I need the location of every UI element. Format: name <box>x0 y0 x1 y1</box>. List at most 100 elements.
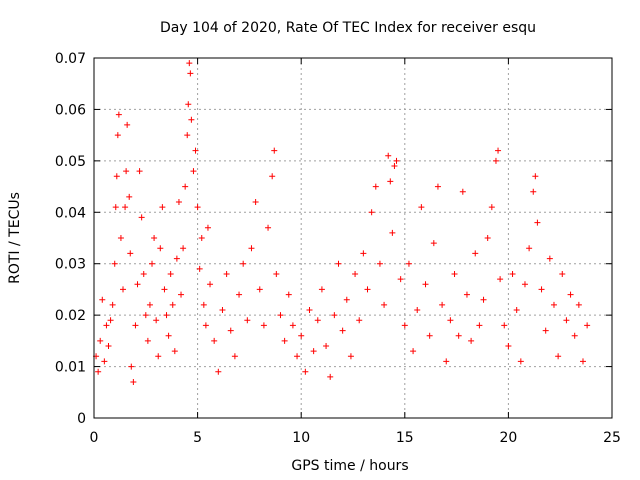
data-point <box>501 322 508 329</box>
data-point <box>563 317 570 324</box>
data-point <box>236 291 243 298</box>
data-point <box>173 255 180 262</box>
data-point <box>184 132 191 139</box>
data-point <box>294 353 301 360</box>
x-tick-label: 15 <box>396 430 414 446</box>
data-point <box>550 301 557 308</box>
x-axis-label: GPS time / hours <box>291 458 408 474</box>
data-point <box>190 168 197 175</box>
y-tick-label: 0.06 <box>55 102 86 118</box>
data-point <box>126 193 133 200</box>
data-point <box>223 271 230 277</box>
data-point <box>194 204 201 211</box>
data-point <box>256 286 263 293</box>
data-point <box>430 240 437 247</box>
data-point <box>105 343 112 349</box>
data-point <box>526 245 533 252</box>
data-point <box>497 276 504 283</box>
data-point <box>175 199 182 205</box>
data-point <box>113 173 120 180</box>
data-point <box>584 322 591 329</box>
y-tick-label: 0.05 <box>55 154 86 170</box>
data-point <box>155 353 162 360</box>
data-point <box>530 188 537 195</box>
data-point <box>192 147 199 154</box>
data-point <box>484 235 491 241</box>
data-point <box>327 373 334 380</box>
data-point <box>314 317 321 324</box>
data-point <box>555 353 562 360</box>
data-point <box>521 281 528 288</box>
data-point <box>107 317 114 324</box>
data-point <box>302 368 309 375</box>
data-point <box>200 301 207 308</box>
data-point <box>381 301 388 308</box>
data-point <box>505 343 512 349</box>
data-point <box>101 358 108 365</box>
data-point <box>185 101 192 108</box>
y-tick-label: 0.01 <box>55 360 86 376</box>
data-point <box>153 317 160 324</box>
data-point <box>171 348 178 355</box>
y-axis-label: ROTI / TECUs <box>7 192 23 284</box>
data-point <box>318 286 325 293</box>
data-point <box>165 332 172 339</box>
data-point <box>364 286 371 293</box>
data-point <box>215 368 222 375</box>
data-point <box>546 255 553 262</box>
data-point <box>111 260 118 267</box>
y-tick-label: 0.07 <box>55 51 86 67</box>
data-point <box>265 224 272 231</box>
data-point <box>127 250 134 257</box>
data-point <box>356 317 363 324</box>
data-point <box>97 337 104 344</box>
data-point <box>167 271 174 277</box>
data-point <box>117 235 124 241</box>
data-point <box>306 307 313 313</box>
y-axis-ticks: 0 0.01 0.02 0.03 0.04 0.05 0.06 0.07 <box>55 51 612 427</box>
data-point <box>271 147 278 154</box>
data-point <box>310 348 317 355</box>
y-tick-label: 0.02 <box>55 308 86 324</box>
data-point <box>128 363 135 370</box>
data-point <box>397 276 404 283</box>
data-point <box>298 332 305 339</box>
data-point <box>372 183 379 190</box>
data-point <box>138 214 145 221</box>
data-point <box>178 291 185 298</box>
x-tick-label: 25 <box>603 430 621 446</box>
data-point <box>468 337 475 344</box>
data-point <box>240 260 247 267</box>
data-point <box>410 348 417 355</box>
data-point <box>414 307 421 313</box>
data-point <box>103 322 110 329</box>
x-tick-label: 5 <box>193 430 202 446</box>
x-axis-ticks: 0 5 10 15 20 25 <box>90 58 621 446</box>
data-point <box>273 271 280 277</box>
data-point <box>211 337 218 344</box>
data-point <box>227 327 234 334</box>
data-point <box>401 322 408 329</box>
data-point <box>277 312 284 319</box>
data-point <box>202 322 209 329</box>
data-point <box>347 353 354 360</box>
x-tick-label: 20 <box>499 430 517 446</box>
plot-frame <box>93 57 613 419</box>
data-point <box>134 281 141 288</box>
data-point <box>99 296 106 303</box>
data-point <box>252 199 259 205</box>
data-point <box>289 322 296 329</box>
data-point <box>391 163 398 169</box>
data-point <box>159 204 166 211</box>
data-point <box>480 296 487 303</box>
data-point <box>180 245 187 252</box>
data-point <box>532 173 539 180</box>
data-point <box>122 204 129 211</box>
data-point <box>335 260 342 267</box>
data-point <box>187 70 194 77</box>
data-point <box>169 301 176 308</box>
data-point <box>149 260 156 267</box>
data-point <box>376 260 383 267</box>
data-point <box>575 301 582 308</box>
data-point <box>343 296 350 303</box>
